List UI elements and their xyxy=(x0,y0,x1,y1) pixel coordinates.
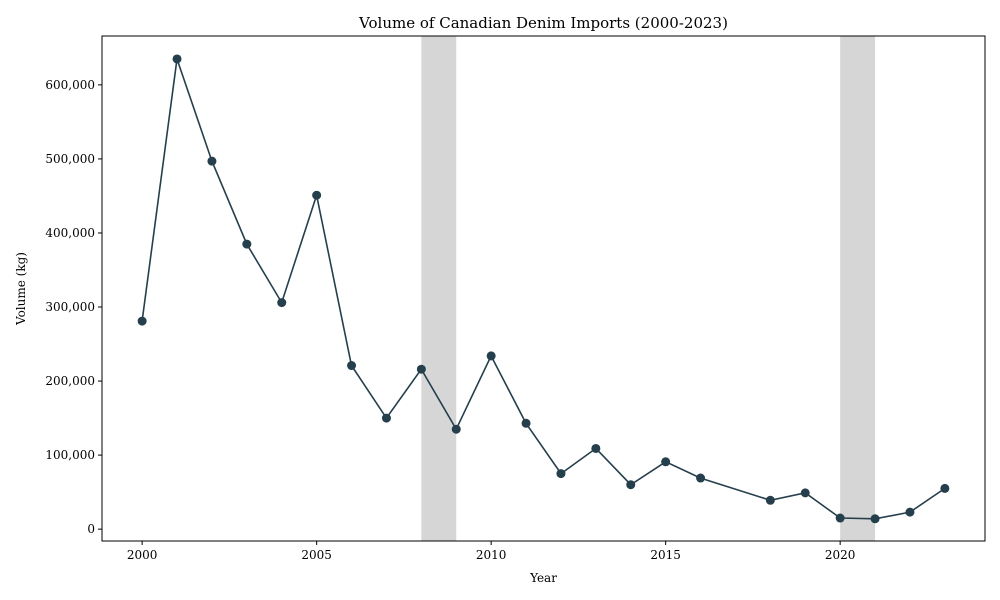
x-axis-label: Year xyxy=(529,571,557,585)
y-tick-label: 0 xyxy=(87,522,95,536)
data-point xyxy=(347,361,357,371)
shaded-periods xyxy=(421,36,876,541)
data-point xyxy=(556,469,566,479)
plot-frame xyxy=(101,35,986,542)
data-point xyxy=(870,514,880,524)
x-tick-label: 2020 xyxy=(825,548,856,562)
x-tick-label: 2005 xyxy=(301,548,332,562)
x-tick-label: 2015 xyxy=(650,548,681,562)
data-point xyxy=(940,483,950,493)
data-point xyxy=(207,156,217,166)
data-point xyxy=(277,298,287,308)
data-point xyxy=(172,54,182,64)
data-point xyxy=(416,364,426,374)
data-point xyxy=(696,473,706,483)
data-point xyxy=(242,239,252,249)
x-axis: 2000 2005 2010 2015 2020 xyxy=(127,541,856,562)
data-point xyxy=(486,351,496,361)
x-tick-label: 2010 xyxy=(476,548,507,562)
data-points xyxy=(137,54,950,524)
data-point xyxy=(800,488,810,498)
data-point xyxy=(835,513,845,523)
data-point xyxy=(451,424,461,434)
data-point xyxy=(521,418,531,428)
y-tick-label: 400,000 xyxy=(45,226,95,240)
data-point xyxy=(381,413,391,423)
data-point xyxy=(591,443,601,453)
data-point xyxy=(312,190,322,200)
data-point xyxy=(626,480,636,490)
series-line xyxy=(141,58,946,520)
y-axis-label: Volume (kg) xyxy=(14,252,28,326)
shaded-period-1 xyxy=(421,36,457,541)
data-point xyxy=(765,495,775,505)
chart-title: Volume of Canadian Denim Imports (2000-2… xyxy=(358,14,728,32)
shaded-period-2 xyxy=(840,36,876,541)
data-point xyxy=(137,316,147,326)
x-tick-label: 2000 xyxy=(127,548,158,562)
y-tick-label: 300,000 xyxy=(45,300,95,314)
data-point xyxy=(905,507,915,517)
y-tick-label: 100,000 xyxy=(45,448,95,462)
y-tick-label: 200,000 xyxy=(45,374,95,388)
y-tick-label: 600,000 xyxy=(45,78,95,92)
y-axis: 0 100,000 200,000 300,000 400,000 500,000 600,… xyxy=(45,78,102,536)
data-point xyxy=(661,457,671,467)
y-tick-label: 500,000 xyxy=(45,152,95,166)
